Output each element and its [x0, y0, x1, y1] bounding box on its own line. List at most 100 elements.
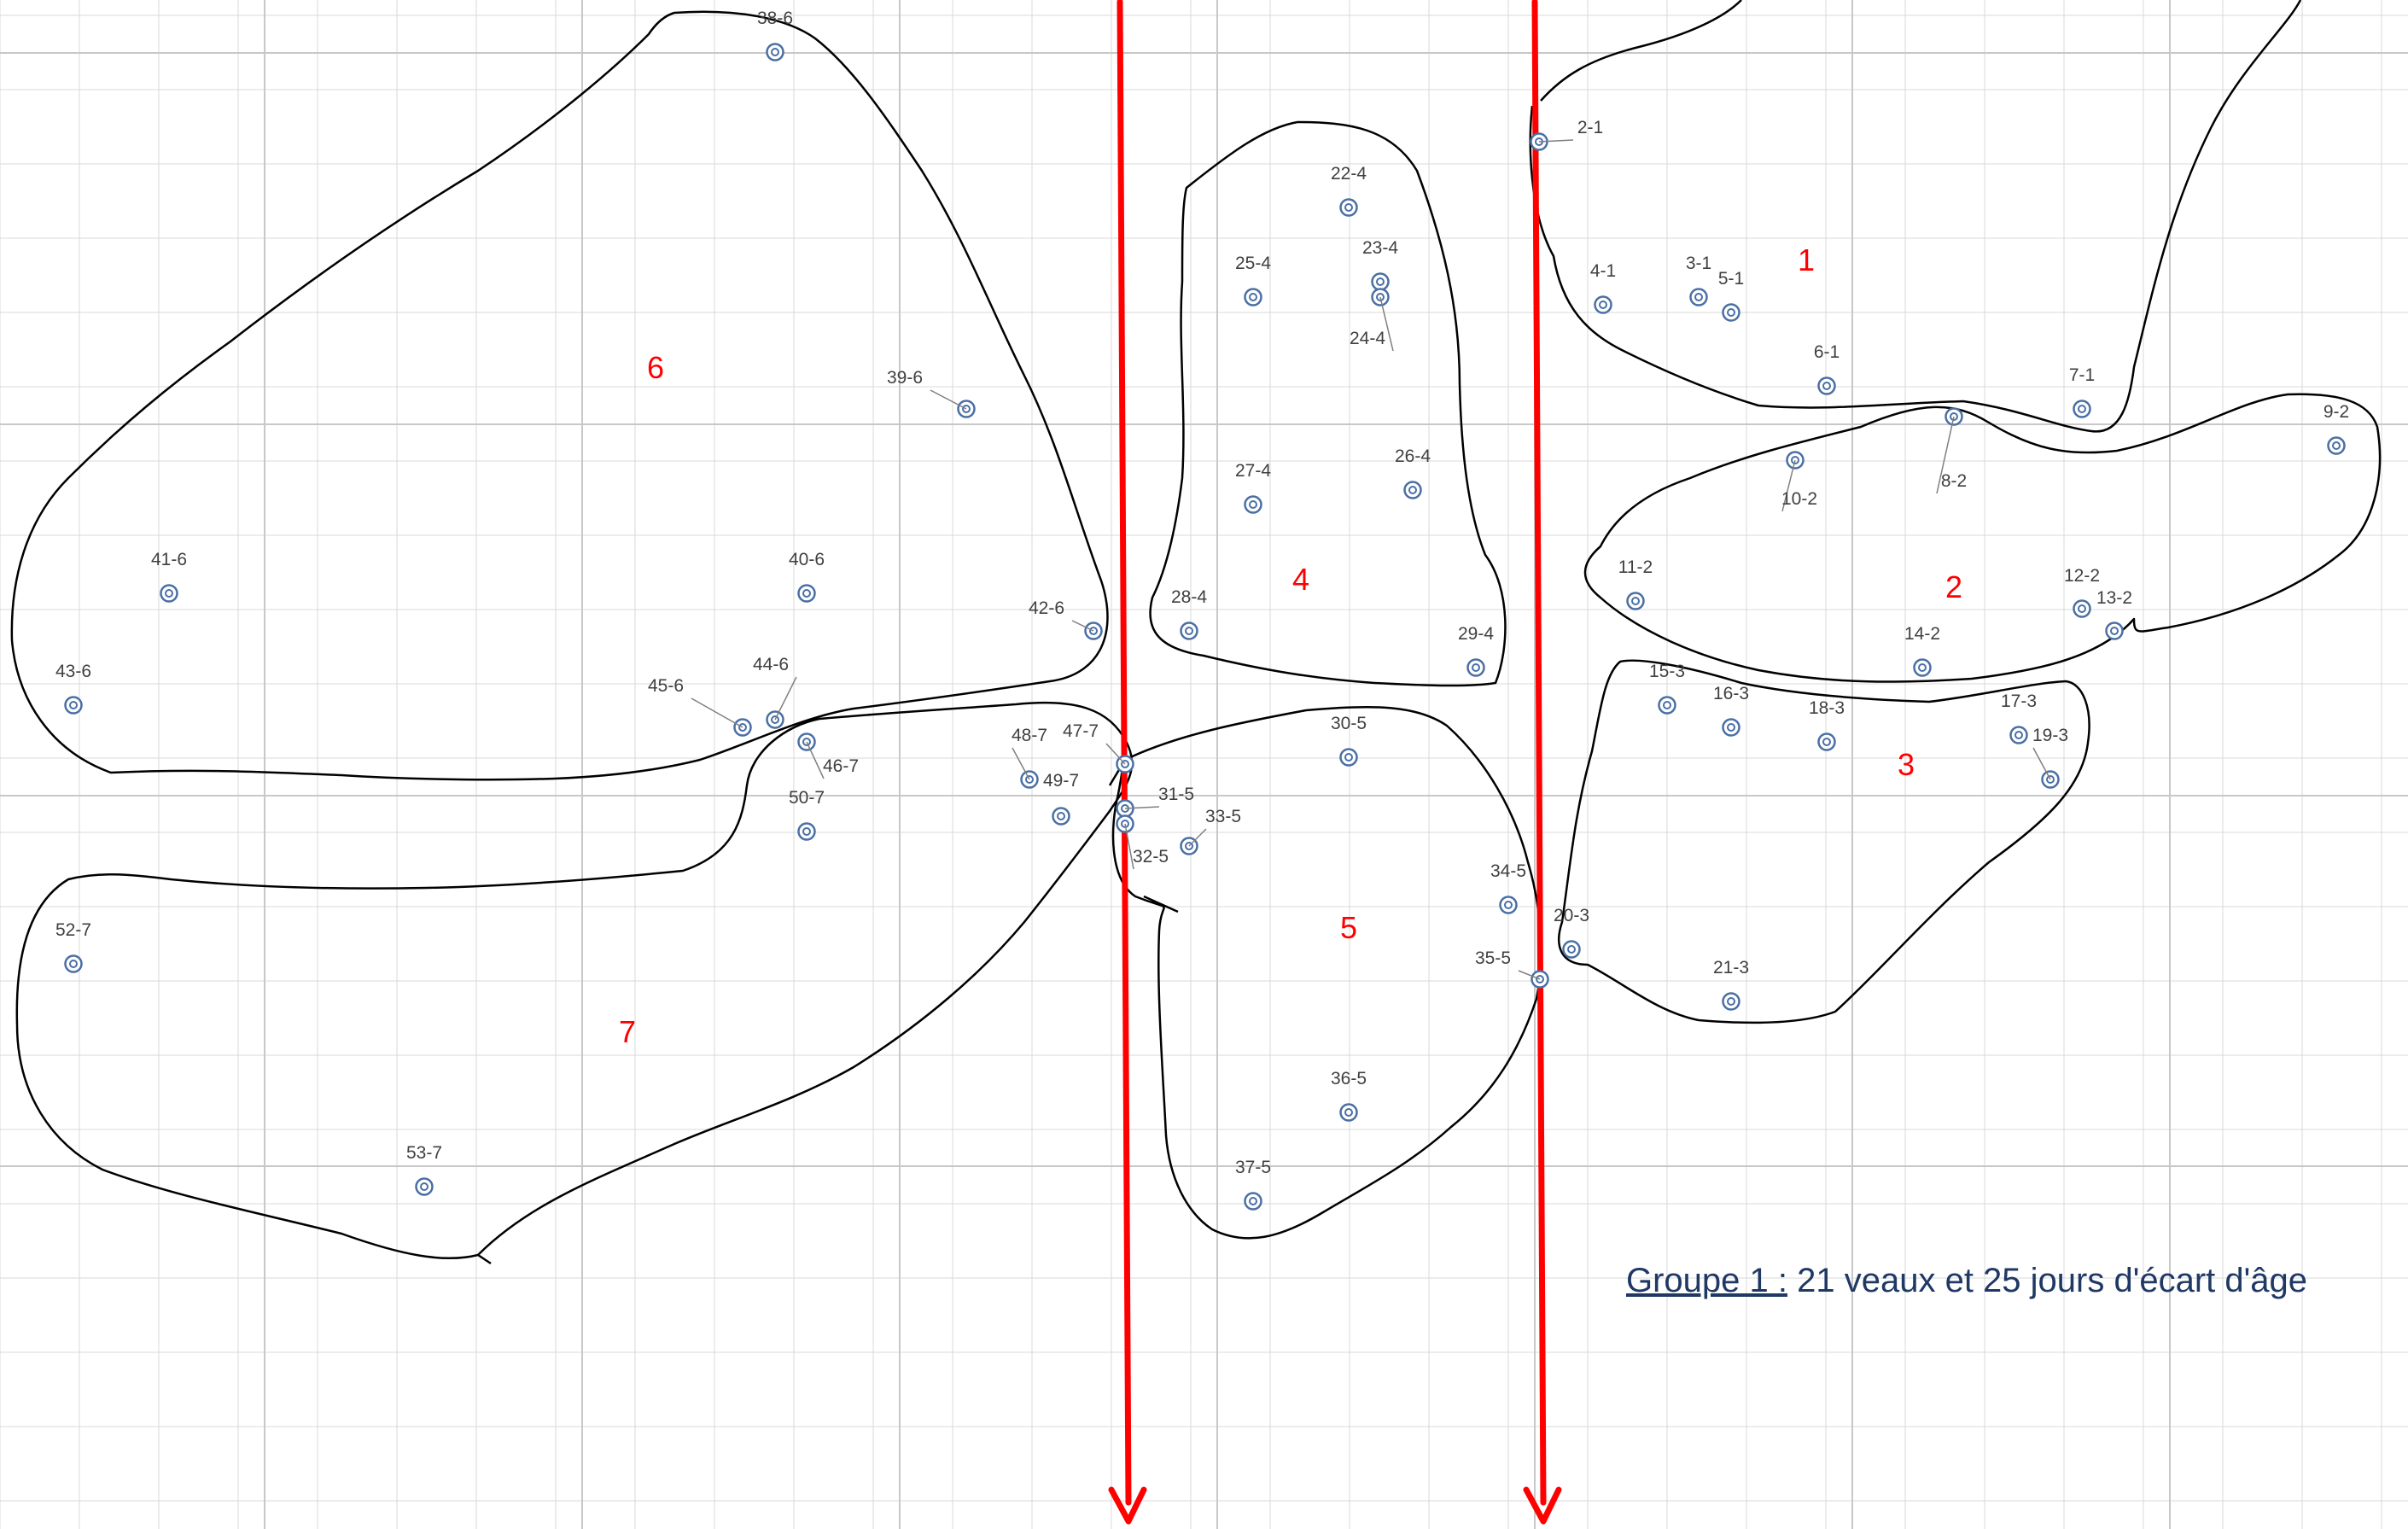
- data-point: 49-7: [1043, 771, 1079, 826]
- data-point: 28-4: [1171, 587, 1207, 640]
- data-point: 3-1: [1686, 254, 1711, 306]
- point-label: 52-7: [55, 920, 91, 940]
- point-label: 7-1: [2069, 365, 2095, 385]
- data-point: 11-2: [1618, 557, 1653, 610]
- data-point: 24-4: [1350, 288, 1394, 352]
- data-point: 37-5: [1235, 1158, 1271, 1211]
- point-label: 40-6: [789, 550, 825, 569]
- data-point: 52-7: [55, 920, 91, 973]
- group-label: 6: [647, 350, 664, 385]
- point-label: 47-7: [1063, 721, 1099, 741]
- data-point: 40-6: [789, 550, 825, 603]
- data-point: 18-3: [1809, 698, 1845, 751]
- point-label: 46-7: [823, 756, 859, 776]
- point-label: 2-1: [1577, 118, 1603, 137]
- data-point: 33-5: [1180, 807, 1241, 855]
- point-label: 38-6: [757, 9, 793, 28]
- point-label: 11-2: [1618, 557, 1653, 577]
- data-point: 45-6: [648, 676, 752, 737]
- point-label: 6-1: [1814, 342, 1840, 362]
- data-point: 29-4: [1458, 624, 1494, 677]
- caption-description: 21 veaux et 25 jours d'écart d'âge: [1787, 1262, 2308, 1299]
- point-label: 36-5: [1331, 1069, 1367, 1088]
- cluster-outline-4: [1149, 120, 1507, 687]
- data-point: 26-4: [1395, 446, 1431, 499]
- data-points: 2-1 4-1 3-1 5-1 6-1 7-1 8-2 9-2 10-2 11-2 12-213-2…: [55, 9, 2349, 1211]
- data-point: 2-1: [1530, 118, 1603, 151]
- point-label: 28-4: [1171, 587, 1207, 607]
- point-label: 48-7: [1012, 726, 1047, 745]
- data-point: 44-6: [753, 655, 797, 729]
- point-label: 8-2: [1941, 471, 1967, 491]
- caption: Groupe 1 : 21 veaux et 25 jours d'écart …: [1626, 1262, 2307, 1300]
- point-label: 35-5: [1475, 948, 1511, 968]
- point-label: 21-3: [1713, 958, 1749, 978]
- group-label: 5: [1340, 910, 1357, 945]
- data-point: 4-1: [1590, 261, 1616, 314]
- data-point: 17-3: [2001, 692, 2037, 744]
- point-label: 32-5: [1133, 847, 1169, 867]
- point-label: 34-5: [1490, 861, 1526, 881]
- data-point: 25-4: [1235, 254, 1271, 306]
- point-label: 10-2: [1781, 489, 1817, 509]
- point-label: 24-4: [1350, 329, 1385, 348]
- point-label: 5-1: [1718, 269, 1744, 289]
- point-label: 29-4: [1458, 624, 1494, 644]
- point-label: 26-4: [1395, 446, 1431, 466]
- point-label: 22-4: [1331, 164, 1367, 184]
- data-point: 35-5: [1475, 948, 1549, 989]
- data-point: 31-5: [1116, 785, 1194, 818]
- point-label: 41-6: [151, 550, 187, 569]
- cluster-outline-2: [1583, 393, 2382, 683]
- data-point: 14-2: [1904, 624, 1940, 677]
- group-label: 2: [1945, 569, 1962, 604]
- cut-line-1: [1108, 0, 1147, 1525]
- point-label: 50-7: [789, 788, 825, 808]
- cluster-outline-7: [15, 701, 1134, 1265]
- data-point: 21-3: [1713, 958, 1749, 1011]
- point-label: 37-5: [1235, 1158, 1271, 1177]
- point-label: 3-1: [1686, 254, 1711, 273]
- point-label: 44-6: [753, 655, 789, 674]
- data-point: 8-2: [1936, 407, 1967, 494]
- data-point: 48-7: [1012, 726, 1047, 789]
- point-label: 30-5: [1331, 714, 1367, 733]
- data-point: 47-7: [1063, 721, 1134, 773]
- data-point: 27-4: [1235, 461, 1271, 514]
- group-label: 3: [1898, 747, 1915, 782]
- group-labels: 1 2 3 4 5 6 7: [619, 242, 1962, 1049]
- data-point: 32-5: [1116, 814, 1169, 870]
- data-point: 53-7: [406, 1143, 442, 1196]
- data-point: 38-6: [757, 9, 793, 61]
- point-label: 13-2: [2096, 588, 2132, 608]
- cluster-outline-6: [10, 10, 1109, 781]
- data-point: 34-5: [1490, 861, 1526, 914]
- data-point: 43-6: [55, 662, 91, 715]
- point-label: 14-2: [1904, 624, 1940, 644]
- point-label: 9-2: [2323, 402, 2349, 422]
- point-label: 49-7: [1043, 771, 1079, 791]
- data-point: 15-3: [1649, 662, 1685, 715]
- point-label: 27-4: [1235, 461, 1271, 481]
- point-label: 15-3: [1649, 662, 1685, 681]
- point-label: 20-3: [1554, 906, 1589, 925]
- data-point: 23-4: [1362, 238, 1398, 291]
- point-label: 19-3: [2032, 726, 2068, 745]
- data-point: 7-1: [2069, 365, 2095, 418]
- cluster-outline-1: [1529, 0, 2302, 433]
- point-label: 42-6: [1029, 598, 1064, 618]
- data-point: 39-6: [887, 368, 976, 418]
- point-label: 43-6: [55, 662, 91, 681]
- cut-lines: [1108, 0, 1562, 1525]
- point-label: 25-4: [1235, 254, 1271, 273]
- data-point: 19-3: [2032, 726, 2068, 789]
- point-label: 39-6: [887, 368, 923, 388]
- data-point: 5-1: [1718, 269, 1744, 322]
- point-label: 45-6: [648, 676, 684, 696]
- point-label: 33-5: [1205, 807, 1241, 826]
- caption-group-title: Groupe 1 :: [1626, 1262, 1788, 1299]
- data-point: 20-3: [1554, 906, 1589, 959]
- point-label: 23-4: [1362, 238, 1398, 258]
